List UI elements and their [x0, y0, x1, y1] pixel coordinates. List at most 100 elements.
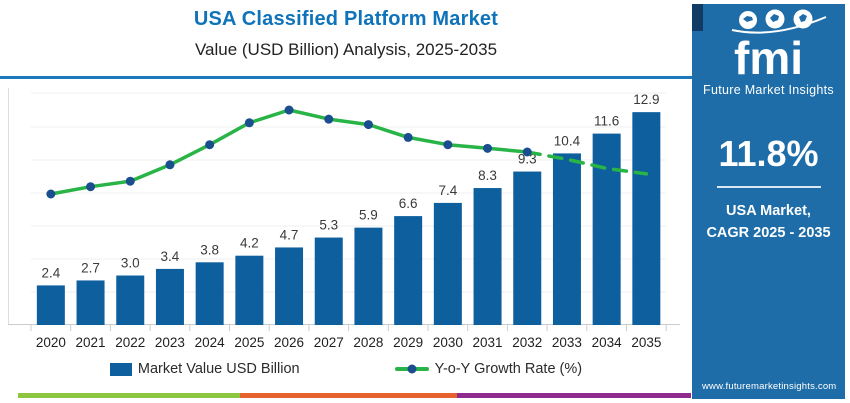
fmi-logo[interactable]: fmi Future Market Insights: [692, 4, 845, 97]
growth-line-solid: [49, 108, 530, 196]
growth-point-2023[interactable]: [165, 160, 175, 170]
bar-2031[interactable]: [473, 188, 502, 325]
bar-2029[interactable]: [394, 216, 423, 325]
bar-value-2026: 4.7: [280, 227, 299, 242]
cagr-block: 11.8% USA Market, CAGR 2025 - 2035: [692, 133, 845, 245]
growth-point-2032[interactable]: [522, 147, 532, 157]
growth-point-2027[interactable]: [324, 114, 334, 124]
growth-line-dashed: [525, 150, 649, 176]
x-tick-label-2029: 2029: [393, 335, 424, 350]
bar-value-2030: 7.4: [438, 183, 457, 198]
growth-point-2025[interactable]: [244, 118, 254, 128]
logo-icons: [731, 9, 826, 34]
cagr-caption: USA Market, CAGR 2025 - 2035: [692, 200, 845, 245]
x-tick-label-2020: 2020: [35, 335, 66, 350]
bar-2033[interactable]: [552, 153, 581, 325]
legend-bar-label: Market Value USD Billion: [137, 361, 300, 377]
growth-point-2030[interactable]: [443, 140, 453, 150]
growth-point-2029[interactable]: [403, 132, 413, 142]
x-tick-label-2021: 2021: [75, 335, 106, 350]
footer-color-strip: [18, 393, 691, 398]
x-tick-label-2031: 2031: [472, 335, 503, 350]
growth-point-2020[interactable]: [46, 189, 56, 199]
bar-2022[interactable]: [116, 275, 145, 326]
bar-value-2022: 3.0: [121, 256, 140, 271]
x-tick-label-2023: 2023: [154, 335, 185, 350]
chart-header: USA Classified Platform Market Value (US…: [0, 8, 692, 60]
chart-legend: Market Value USD Billion Y-o-Y Growth Ra…: [0, 361, 692, 377]
bar-2034[interactable]: [592, 133, 621, 325]
bar-value-2035: 12.9: [633, 92, 659, 107]
bar-value-2032: 9.3: [518, 152, 537, 167]
line-marker-icon: [407, 364, 417, 374]
bar-2035[interactable]: [632, 112, 661, 326]
legend-item-line: Y-o-Y Growth Rate (%): [394, 361, 583, 377]
logo-text: fmi: [734, 32, 803, 84]
usa-map-icon: [742, 16, 753, 22]
bar-2032[interactable]: [513, 171, 542, 325]
growth-point-2026[interactable]: [284, 105, 294, 115]
x-axis-labels: 2020 2021 2022 2023 2024 2025 2026 2027 2028 2029…: [8, 335, 680, 353]
bar-value-2033: 10.4: [554, 133, 581, 148]
bar-value-2023: 3.4: [161, 249, 180, 264]
legend-line-label: Y-o-Y Growth Rate (%): [434, 361, 583, 377]
logo-swoosh-icon: [731, 16, 826, 34]
strip-green-segment: [18, 393, 241, 398]
x-tick-label-2028: 2028: [353, 335, 384, 350]
header-divider: [0, 76, 692, 79]
chart-canvas: 2.4 2.7 3.0 3.4 3.8 4.2 4.7 5.3 5.9 6.6 7.4 8.3 9.3 1…: [8, 88, 680, 331]
americas-map-icon: [798, 14, 807, 22]
chart-panel: USA Classified Platform Market Value (US…: [0, 8, 692, 398]
x-tick-label-2030: 2030: [432, 335, 463, 350]
line-swatch-icon: [394, 364, 429, 374]
page-subtitle: Value (USD Billion) Analysis, 2025-2035: [194, 40, 498, 59]
bar-2025[interactable]: [235, 255, 264, 325]
legend-item-bar: Market Value USD Billion: [109, 361, 300, 377]
x-tick-label-2024: 2024: [194, 335, 225, 350]
growth-point-2031[interactable]: [483, 143, 493, 153]
asia-map-icon: [769, 14, 779, 22]
x-tick-label-2025: 2025: [234, 335, 265, 350]
page-title: USA Classified Platform Market: [193, 8, 499, 30]
bar-swatch-icon: [109, 362, 132, 376]
cagr-caption-line2: CAGR 2025 - 2035: [706, 225, 831, 242]
x-tick-label-2022: 2022: [115, 335, 146, 350]
growth-point-2021[interactable]: [86, 182, 96, 192]
x-tick-label-2027: 2027: [313, 335, 344, 350]
cagr-divider: [716, 185, 821, 188]
cagr-caption-line1: USA Market,: [726, 202, 811, 219]
growth-point-2028[interactable]: [363, 120, 373, 130]
bar-value-2027: 5.3: [319, 218, 338, 233]
bar-value-2028: 5.9: [359, 208, 378, 223]
x-tick-label-2033: 2033: [551, 335, 582, 350]
bar-2023[interactable]: [155, 268, 184, 325]
bar-2020[interactable]: [36, 285, 65, 325]
growth-point-2024[interactable]: [205, 140, 215, 150]
bar-2026[interactable]: [275, 247, 304, 325]
bar-value-2025: 4.2: [240, 236, 259, 251]
bar-value-2034: 11.6: [594, 114, 619, 129]
x-tick-label-2034: 2034: [591, 335, 622, 350]
bar-2021[interactable]: [76, 280, 105, 325]
bar-2024[interactable]: [195, 262, 224, 325]
bar-2030[interactable]: [433, 202, 462, 325]
growth-point-2022[interactable]: [125, 176, 135, 186]
x-tick-label-2032: 2032: [512, 335, 543, 350]
cagr-value: 11.8%: [718, 132, 819, 174]
bar-value-2029: 6.6: [399, 196, 418, 211]
website-link[interactable]: www.futuremarketinsights.com: [702, 381, 837, 392]
x-tick-label-2026: 2026: [274, 335, 305, 350]
bar-2028[interactable]: [354, 227, 383, 325]
x-tick-label-2035: 2035: [631, 335, 662, 350]
brand-sidebar: fmi Future Market Insights 11.8% USA Mar…: [692, 4, 845, 399]
bar-value-2031: 8.3: [478, 168, 497, 183]
bar-2027[interactable]: [314, 237, 343, 325]
bar-value-2020: 2.4: [41, 265, 60, 280]
strip-orange-segment: [240, 393, 457, 398]
logo-subtext: Future Market Insights: [703, 82, 834, 97]
strip-purple-segment: [456, 393, 691, 398]
chart-plot: 2.4 2.7 3.0 3.4 3.8 4.2 4.7 5.3 5.9 6.6 7.4 8.3 9.3 1…: [8, 88, 680, 331]
bar-value-2024: 3.8: [200, 242, 219, 257]
bar-value-2021: 2.7: [81, 260, 100, 275]
